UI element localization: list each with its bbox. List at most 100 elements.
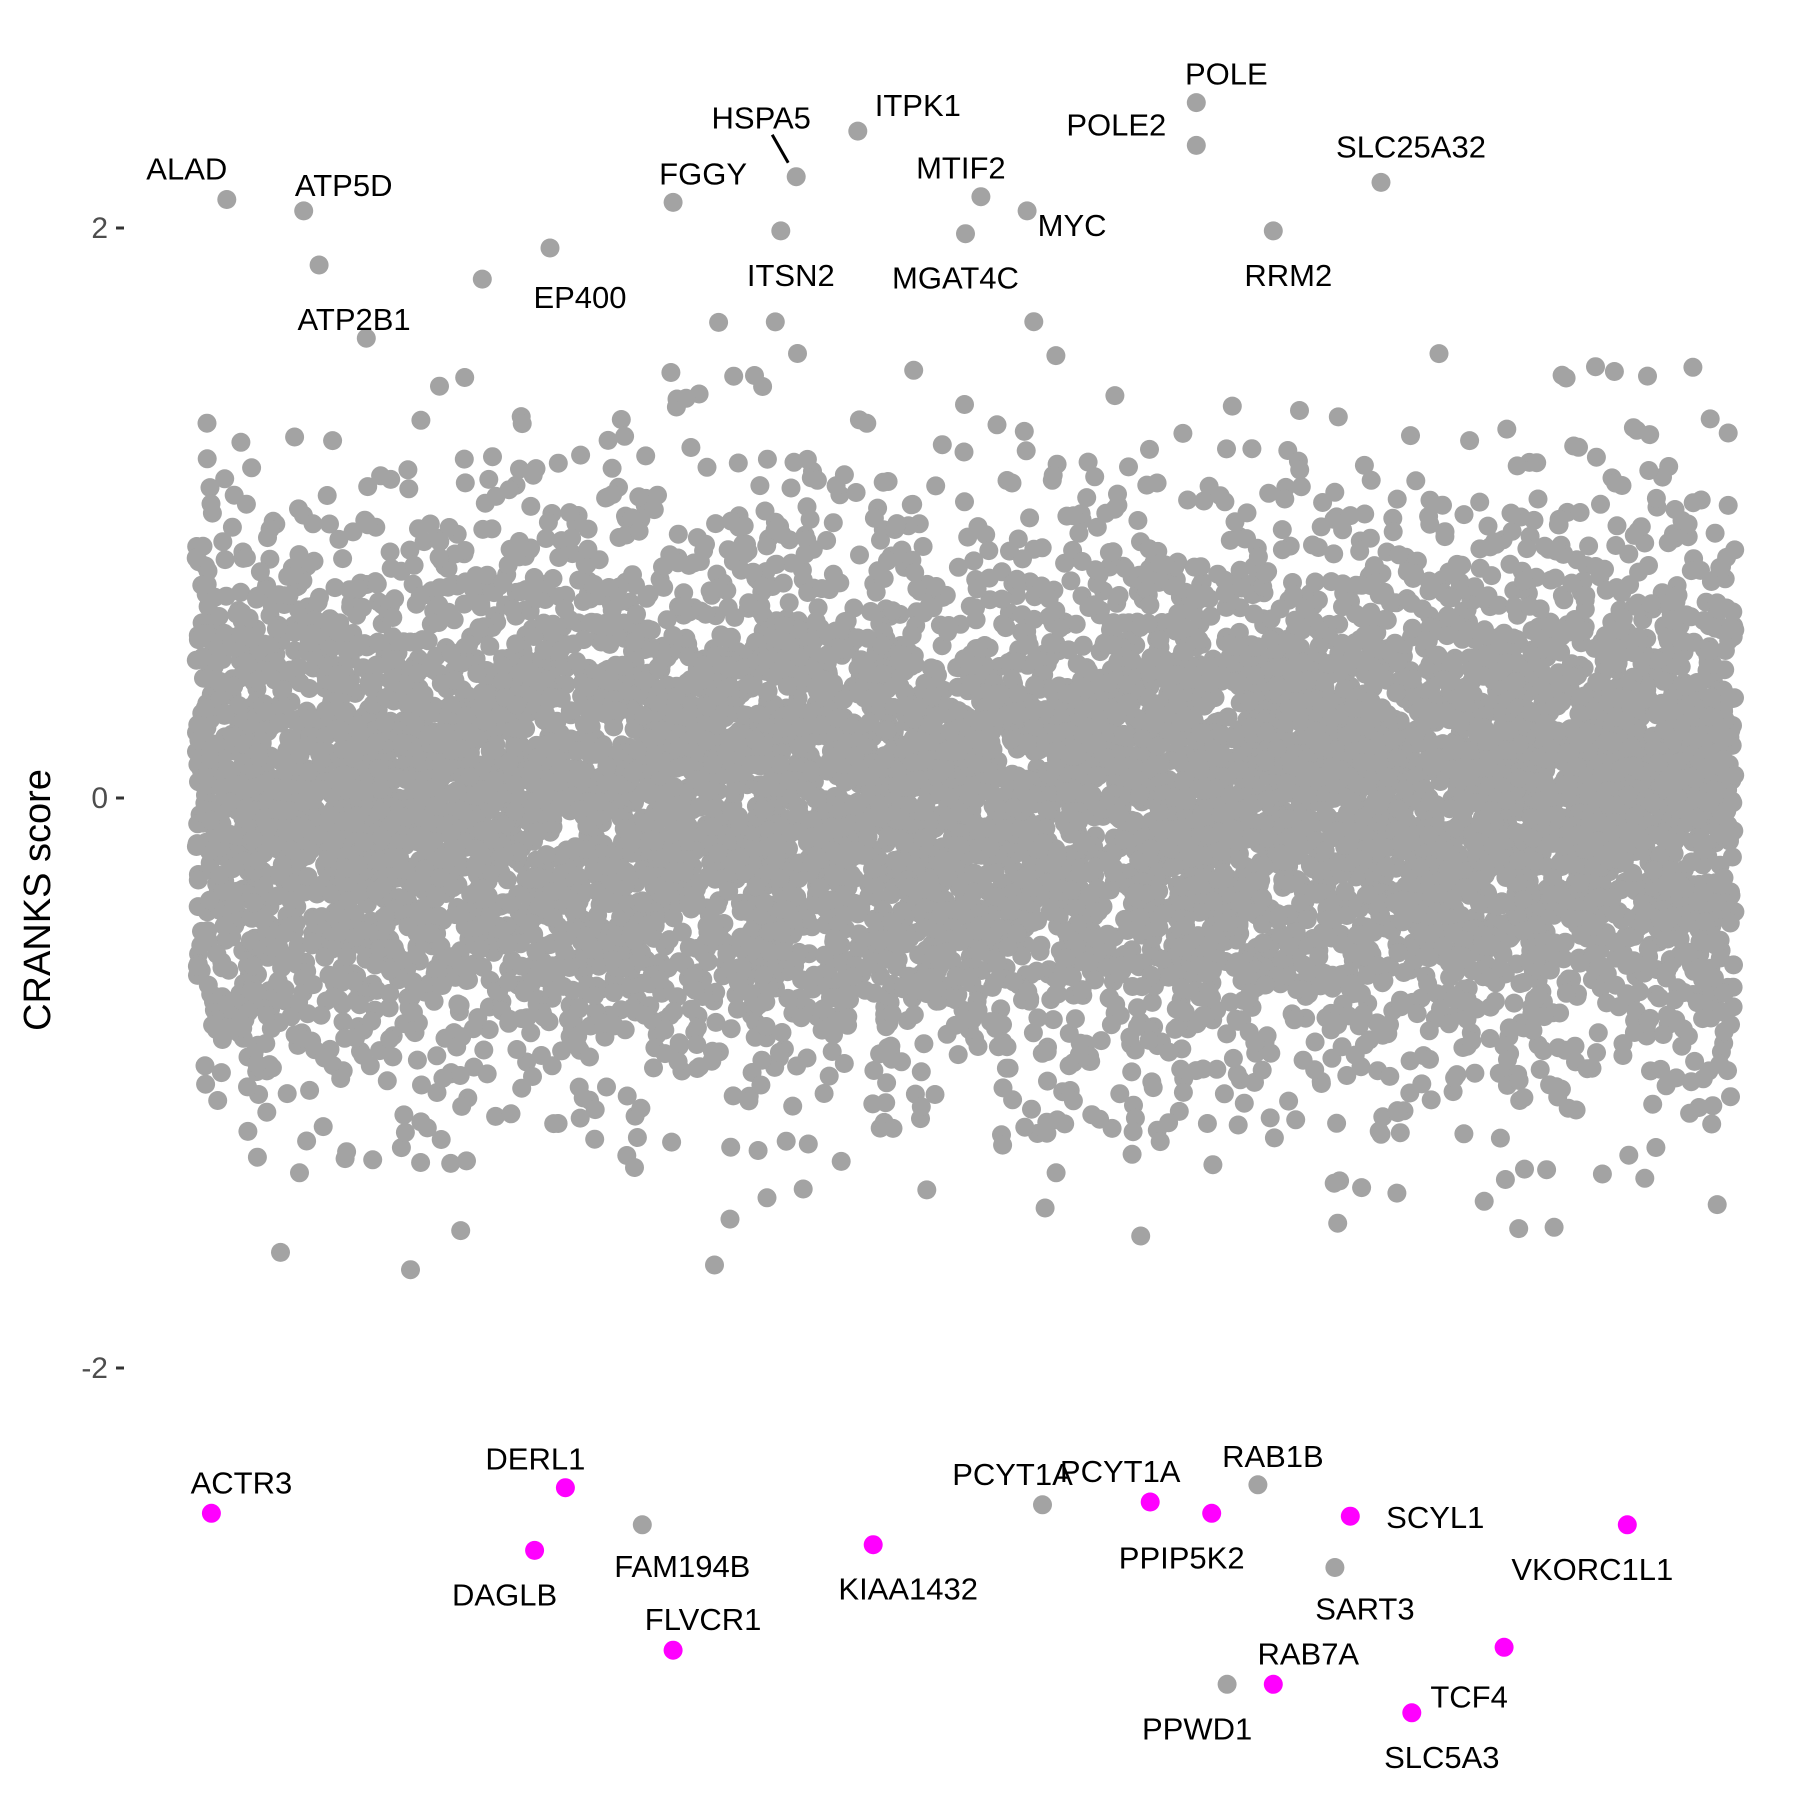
background-point <box>1327 1113 1347 1133</box>
background-point <box>1501 503 1521 523</box>
background-point <box>1361 470 1381 490</box>
background-point <box>814 1084 834 1103</box>
background-point <box>1139 1030 1159 1050</box>
background-point <box>728 453 748 473</box>
background-point <box>1260 1108 1280 1128</box>
background-point <box>662 1132 682 1152</box>
background-point <box>480 636 500 656</box>
background-point <box>669 1033 689 1053</box>
background-point <box>499 480 519 500</box>
background-point <box>1705 523 1725 543</box>
background-point <box>955 492 974 512</box>
background-point <box>1259 483 1279 503</box>
background-point <box>427 1083 447 1102</box>
background-point <box>343 522 363 542</box>
background-point <box>1234 1093 1254 1113</box>
background-point <box>687 1059 707 1078</box>
background-point <box>798 1134 818 1154</box>
background-point <box>411 410 431 430</box>
background-point <box>333 1012 353 1032</box>
background-point <box>1681 1072 1701 1092</box>
background-point <box>448 994 468 1014</box>
background-point <box>868 561 888 581</box>
background-point <box>721 1019 741 1039</box>
background-point <box>196 1074 216 1094</box>
background-point <box>1046 346 1066 366</box>
background-point <box>623 565 642 585</box>
background-point <box>1142 992 1162 1012</box>
background-point <box>1207 1059 1227 1079</box>
background-point <box>433 1068 453 1088</box>
background-point <box>1024 312 1044 332</box>
background-point <box>1022 1099 1041 1119</box>
background-point <box>395 1122 415 1142</box>
background-point <box>911 1062 931 1082</box>
background-point <box>479 469 499 489</box>
background-point <box>661 363 681 382</box>
background-point <box>817 531 837 550</box>
background-point <box>1419 506 1439 526</box>
background-point <box>510 459 529 479</box>
background-point <box>548 453 568 473</box>
background-point <box>585 1129 605 1149</box>
background-point <box>358 477 378 497</box>
background-point <box>1478 516 1498 536</box>
background-point <box>197 413 217 433</box>
background-point <box>625 1158 644 1177</box>
background-point <box>1140 439 1159 459</box>
background-point <box>531 1046 551 1065</box>
background-point <box>1373 1107 1393 1127</box>
background-point <box>231 432 251 452</box>
background-point <box>213 532 233 552</box>
background-point <box>320 514 339 534</box>
background-point <box>1043 1010 1063 1030</box>
background-point <box>1090 1109 1110 1129</box>
background-point <box>636 446 656 466</box>
background-point <box>238 1121 258 1141</box>
background-point <box>1490 1128 1510 1148</box>
background-point <box>724 366 744 386</box>
background-point <box>644 500 664 520</box>
background-point <box>1721 1087 1740 1107</box>
background-point <box>1433 495 1452 515</box>
background-point <box>1514 1088 1534 1108</box>
background-point <box>1549 515 1569 535</box>
background-point <box>765 312 785 332</box>
background-point <box>1171 1059 1191 1079</box>
background-point <box>454 449 474 469</box>
background-point <box>231 582 251 602</box>
background-point <box>1324 1173 1344 1193</box>
background-point <box>1604 362 1624 381</box>
background-point <box>1470 492 1490 512</box>
background-point <box>455 368 475 387</box>
background-point <box>455 473 475 493</box>
background-point <box>317 486 337 505</box>
background-point-cloud <box>186 269 1745 1280</box>
background-point <box>1545 568 1565 588</box>
background-point <box>297 1131 317 1151</box>
background-point <box>1586 447 1606 467</box>
background-point <box>787 1056 807 1076</box>
background-point <box>1119 457 1138 477</box>
background-point <box>313 1117 333 1137</box>
background-point <box>290 1163 309 1183</box>
background-point <box>1666 1068 1686 1088</box>
background-point <box>1014 421 1034 441</box>
background-point <box>200 478 220 498</box>
background-point <box>1515 1159 1534 1179</box>
background-point <box>222 517 242 537</box>
background-point <box>224 485 244 505</box>
background-point <box>757 449 777 469</box>
background-point <box>1579 536 1599 556</box>
background-point <box>1354 455 1374 475</box>
background-point <box>966 598 985 618</box>
background-point <box>333 549 353 569</box>
background-point <box>925 1085 945 1104</box>
background-point <box>937 1024 957 1044</box>
background-point <box>1533 1041 1553 1061</box>
background-point <box>430 376 449 396</box>
background-point <box>631 1098 651 1118</box>
background-point <box>1305 1032 1325 1052</box>
background-point <box>1502 521 1522 541</box>
